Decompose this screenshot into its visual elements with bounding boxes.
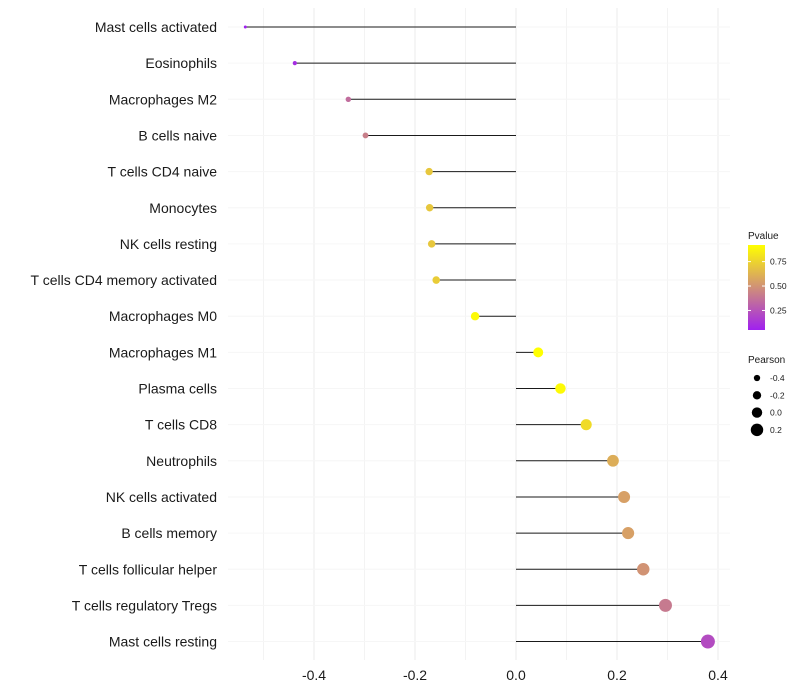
category-label: T cells regulatory Tregs bbox=[72, 597, 217, 613]
lollipop-point bbox=[243, 25, 247, 29]
lollipop-point bbox=[622, 527, 635, 540]
legend-pearson-dot bbox=[753, 374, 761, 382]
x-tick-label: 0.2 bbox=[607, 667, 627, 683]
legend-pearson-label: -0.4 bbox=[770, 373, 785, 383]
category-label: Plasma cells bbox=[138, 381, 217, 397]
lollipop-point bbox=[637, 563, 650, 576]
lollipop-point bbox=[607, 454, 619, 467]
legend-pearson-dot bbox=[750, 423, 764, 437]
legend-pearson-dot bbox=[751, 407, 763, 418]
x-tick-label: 0.4 bbox=[708, 667, 728, 683]
category-label: Macrophages M1 bbox=[109, 344, 217, 360]
lollipop-point bbox=[425, 167, 433, 176]
legend-pearson-label: 0.0 bbox=[770, 408, 782, 418]
category-label: Monocytes bbox=[149, 200, 217, 216]
legend-pearson-label: -0.2 bbox=[770, 390, 785, 400]
legend-pvalue-label: 0.50 bbox=[770, 281, 787, 291]
lollipop-point bbox=[470, 311, 480, 321]
legend-pvalue-label: 0.25 bbox=[770, 305, 787, 315]
legend-pearson-dot bbox=[752, 391, 762, 400]
category-label: Mast cells resting bbox=[109, 634, 217, 650]
legend-pvalue-label: 0.75 bbox=[770, 257, 787, 267]
legend-pearson-title: Pearson bbox=[748, 355, 785, 366]
lollipop-point bbox=[658, 598, 672, 612]
lollipop-point bbox=[432, 276, 440, 284]
category-label: T cells CD8 bbox=[145, 417, 217, 433]
category-label: NK cells activated bbox=[106, 489, 217, 505]
category-label: Macrophages M2 bbox=[109, 91, 217, 107]
category-label: Neutrophils bbox=[146, 453, 217, 469]
lollipop-point bbox=[533, 347, 544, 358]
x-tick-label: 0.0 bbox=[506, 667, 526, 683]
lollipop-point bbox=[345, 96, 352, 103]
legend-pvalue-colorbar bbox=[748, 245, 765, 330]
category-label: B cells naive bbox=[138, 127, 217, 143]
legend-pvalue-title: Pvalue bbox=[748, 231, 779, 242]
category-label: Eosinophils bbox=[145, 55, 217, 71]
category-label: Mast cells activated bbox=[95, 19, 217, 35]
category-label: T cells CD4 naive bbox=[108, 164, 218, 180]
lollipop-point bbox=[427, 240, 436, 248]
lollipop-point bbox=[555, 383, 566, 394]
lollipop-point bbox=[362, 132, 369, 139]
lollipop-point bbox=[700, 634, 715, 649]
lollipop-point bbox=[425, 204, 434, 212]
x-tick-label: -0.2 bbox=[403, 667, 427, 683]
x-tick-label: -0.4 bbox=[302, 667, 326, 683]
lollipop-point bbox=[580, 419, 592, 431]
category-label: NK cells resting bbox=[120, 236, 217, 252]
category-label: T cells follicular helper bbox=[79, 561, 218, 577]
lollipop-point bbox=[292, 61, 297, 66]
category-label: B cells memory bbox=[121, 525, 217, 541]
legend-pearson-label: 0.2 bbox=[770, 425, 782, 435]
category-label: T cells CD4 memory activated bbox=[31, 272, 217, 288]
lollipop-point bbox=[618, 490, 631, 503]
category-label: Macrophages M0 bbox=[109, 308, 217, 324]
